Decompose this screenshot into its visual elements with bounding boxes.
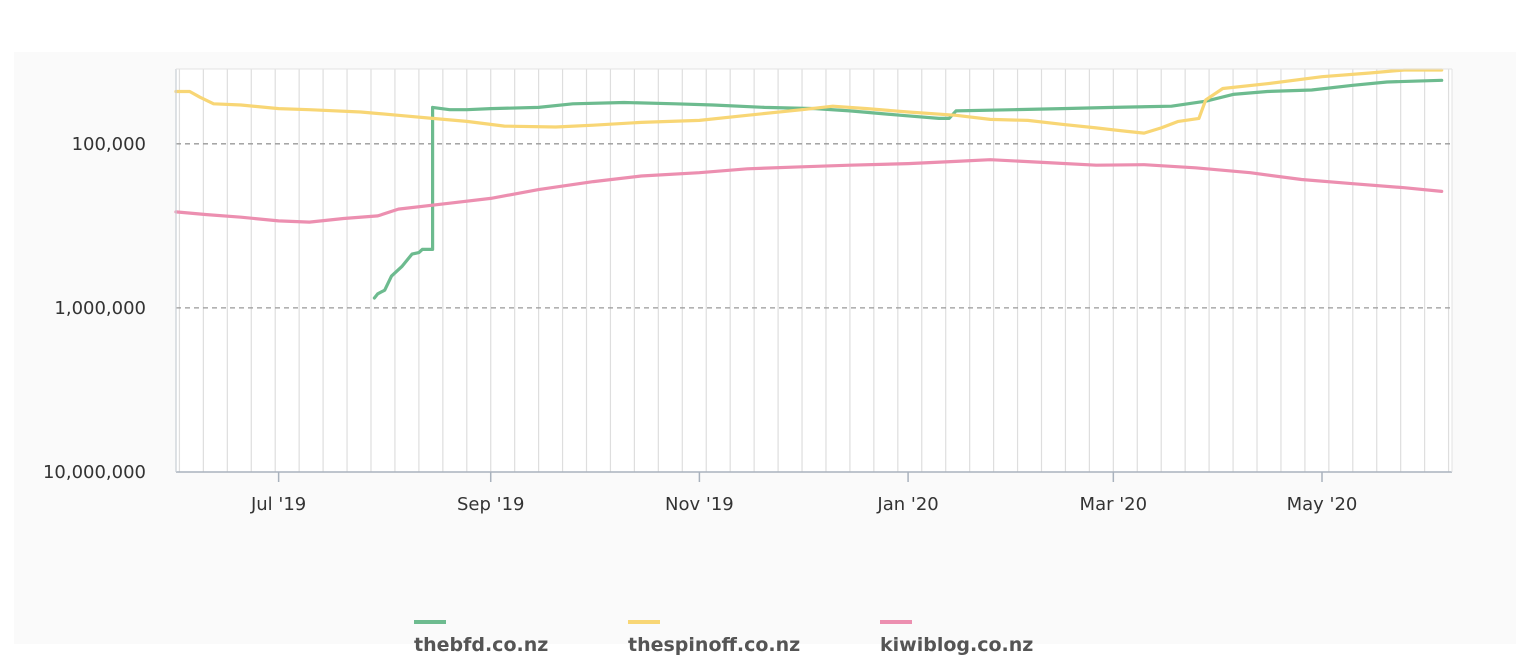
x-tick-label: Jan '20: [876, 494, 938, 515]
y-axis-ticks: 100,000 1,000,000 10,000,000: [43, 134, 146, 483]
x-tick-label: Mar '20: [1080, 494, 1148, 515]
x-tick-label: Jul '19: [250, 494, 306, 515]
axes: [175, 68, 1453, 473]
series-layer: [174, 68, 1444, 300]
x-tick-label: Sep '19: [457, 494, 525, 515]
y-tick-label: 100,000: [72, 134, 146, 155]
legend-label-thespinoff: thespinoff.co.nz: [628, 634, 801, 656]
legend-label-kiwiblog: kiwiblog.co.nz: [880, 634, 1034, 656]
y-tick-label: 10,000,000: [43, 462, 146, 483]
x-tick-label: May '20: [1287, 494, 1358, 515]
y-tick-label: 1,000,000: [54, 298, 146, 319]
x-axis-ticks: Jul '19 Sep '19 Nov '19 Jan '20 Mar '20 May '…: [250, 472, 1357, 515]
series-line-thebfd[interactable]: [372, 78, 1444, 300]
legend-swatch-thespinoff: [628, 620, 660, 624]
horizontal-gridlines: [176, 143, 1452, 309]
vertical-gridlines: [178, 69, 1450, 472]
line-chart: 100,000 1,000,000 10,000,000 Jul '19 Sep '1…: [43, 68, 1453, 515]
series-line-kiwiblog[interactable]: [174, 158, 1444, 224]
legend-swatch-thebfd: [414, 620, 446, 624]
series-line-thespinoff[interactable]: [174, 68, 1444, 135]
x-tick-label: Nov '19: [665, 494, 734, 515]
chart-panel: 100,000 1,000,000 10,000,000 Jul '19 Sep '1…: [14, 52, 1516, 656]
legend-label-thebfd: thebfd.co.nz: [414, 634, 549, 656]
plot-area: [176, 69, 1452, 472]
legend-swatch-kiwiblog: [880, 620, 912, 624]
